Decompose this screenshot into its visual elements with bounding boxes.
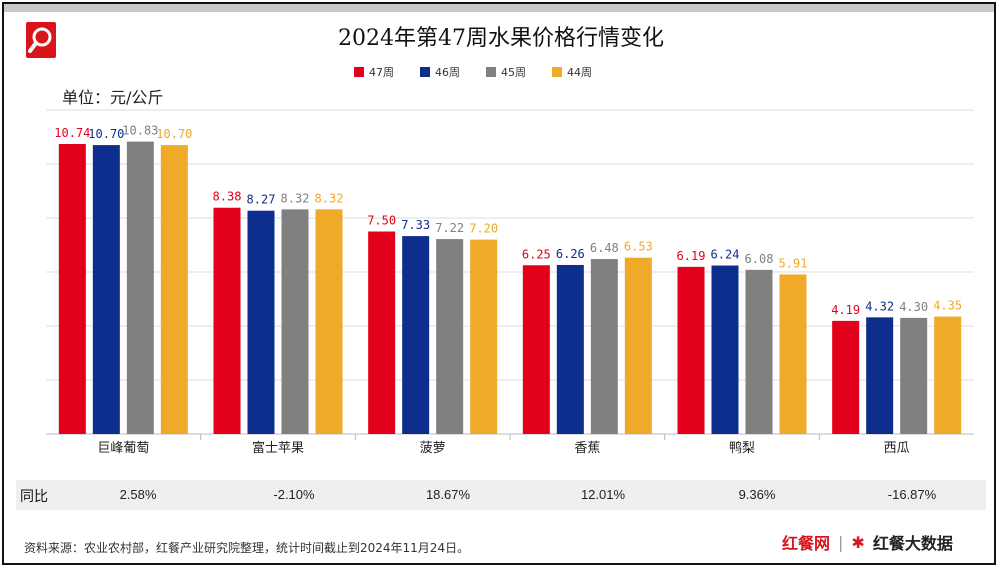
x-tick-label: 菠萝 [420,441,446,456]
bar [160,145,188,434]
bar [745,269,773,434]
bar-value-label: 4.30 [899,300,928,314]
x-tick-label: 香蕉 [574,441,600,456]
bar-value-label: 4.35 [933,299,962,313]
bar [900,317,928,434]
bar [556,264,584,434]
bar-value-label: 6.24 [711,248,740,262]
brand-name-2: 红餐大数据 [872,534,953,553]
yoy-value: -2.10% [273,487,315,502]
bar [866,317,894,434]
bar-value-label: 7.22 [435,221,464,235]
top-bar [4,4,994,12]
legend-label-46: 46周 [435,66,460,79]
brand-name-1: 红餐网 [782,534,831,553]
bar [624,257,652,434]
brand-mark-icon: ✱ [851,532,865,552]
x-tick-label: 巨峰葡萄 [97,441,149,456]
bar [213,207,241,434]
bar-value-label: 4.32 [865,299,894,313]
legend-swatch-44 [552,67,562,77]
bar-value-label: 6.53 [624,240,653,254]
bar-value-label: 7.50 [367,214,396,228]
yoy-label: 同比 [20,489,48,505]
legend-item-44: 44周 [552,64,592,80]
legend-swatch-47 [354,67,364,77]
bar [677,266,705,434]
unit-label: 单位：元/公斤 [62,88,164,107]
yoy-row: 同比 2.58% -2.10% 18.67% 12.01% 9.36% -16.… [16,480,986,510]
bar [315,209,343,434]
brand-logos: 红餐网 | ✱ 红餐大数据 [782,530,953,554]
bar [126,141,154,434]
bar [779,274,807,434]
yoy-value: -16.87% [887,487,937,502]
yoy-value: 18.67% [425,487,471,502]
bar [281,209,309,434]
bar [590,259,618,434]
legend-label-45: 45周 [501,66,526,79]
bar-value-label: 5.91 [779,256,808,270]
bar-value-label: 10.70 [88,127,124,141]
legend-item-45: 45周 [486,64,526,80]
bar-value-label: 8.32 [281,191,310,205]
x-tick-label: 富士苹果 [252,440,304,456]
bar [522,265,550,434]
bar-value-label: 7.33 [401,218,430,232]
yoy-value: 12.01% [580,487,626,502]
bar [368,231,396,434]
legend-item-46: 46周 [420,64,460,80]
bar [470,239,498,434]
x-tick-label: 鸭梨 [729,441,755,456]
bar-value-label: 8.32 [315,191,344,205]
legend-label-47: 47周 [369,66,394,79]
bar [832,320,860,434]
bar-value-label: 10.70 [156,127,192,141]
bar-value-label: 6.08 [745,252,774,266]
bar [436,239,464,434]
bar-value-label: 10.83 [122,124,158,138]
bar-value-label: 6.26 [556,247,585,261]
bar [58,144,86,434]
chart-legend: 47周 46周 45周 44周 [354,64,592,80]
yoy-value: 2.58% [119,487,157,502]
bar-value-label: 4.19 [831,303,860,317]
bar [92,145,120,434]
chart-title: 2024年第47周水果价格行情变化 [338,26,664,51]
bar-value-label: 8.27 [247,193,276,207]
bar-value-label: 8.38 [213,190,242,204]
bar-value-label: 7.20 [469,222,498,236]
bar [934,316,962,434]
legend-swatch-46 [420,67,430,77]
legend-item-47: 47周 [354,64,394,80]
bar-value-label: 6.25 [522,247,551,261]
source-note: 资料来源：农业农村部，红餐产业研究院整理，统计时间截止到2024年11月24日。 [24,541,470,555]
legend-label-44: 44周 [567,66,592,79]
bar [402,236,430,434]
bar-value-label: 10.74 [54,126,90,140]
yoy-value: 9.36% [738,487,776,502]
brand-divider: | [838,532,844,552]
bar [247,210,275,434]
bar [711,265,739,434]
bar-value-label: 6.19 [677,249,706,263]
x-tick-label: 西瓜 [884,441,910,456]
bar-value-label: 6.48 [590,241,619,255]
search-logo-icon [26,22,56,58]
legend-swatch-45 [486,67,496,77]
